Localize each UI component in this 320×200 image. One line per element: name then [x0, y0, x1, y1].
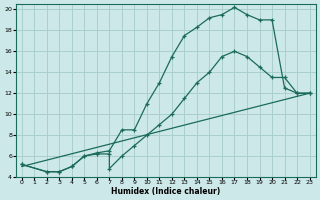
X-axis label: Humidex (Indice chaleur): Humidex (Indice chaleur) — [111, 187, 220, 196]
